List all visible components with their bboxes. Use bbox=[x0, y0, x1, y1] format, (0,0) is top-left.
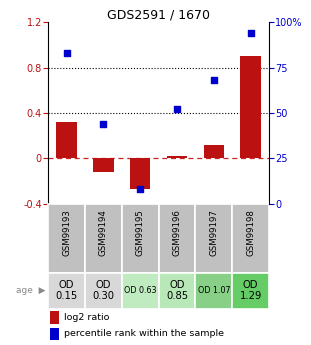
Text: OD 0.63: OD 0.63 bbox=[124, 286, 156, 295]
Bar bbox=[195, 204, 232, 273]
Point bbox=[138, 186, 143, 192]
Point bbox=[174, 107, 179, 112]
Point bbox=[64, 50, 69, 56]
Text: GSM99194: GSM99194 bbox=[99, 209, 108, 256]
Text: log2 ratio: log2 ratio bbox=[64, 313, 109, 322]
Point bbox=[101, 121, 106, 127]
Text: GSM99193: GSM99193 bbox=[62, 209, 71, 256]
Text: OD
0.30: OD 0.30 bbox=[92, 280, 114, 301]
Bar bbox=[48, 204, 85, 273]
Text: GSM99196: GSM99196 bbox=[173, 209, 182, 256]
Bar bbox=[50, 312, 59, 324]
Bar bbox=[130, 158, 150, 189]
Text: percentile rank within the sample: percentile rank within the sample bbox=[64, 329, 224, 338]
Bar bbox=[204, 145, 224, 158]
Text: OD 1.07: OD 1.07 bbox=[197, 286, 230, 295]
Bar bbox=[85, 204, 122, 273]
Bar bbox=[122, 204, 159, 273]
Title: GDS2591 / 1670: GDS2591 / 1670 bbox=[107, 8, 210, 21]
Point bbox=[248, 30, 253, 36]
Bar bbox=[159, 204, 195, 273]
Text: OD
0.85: OD 0.85 bbox=[166, 280, 188, 301]
Bar bbox=[122, 273, 159, 309]
Bar bbox=[167, 156, 187, 158]
Bar bbox=[240, 56, 261, 158]
Bar bbox=[50, 328, 59, 340]
Point bbox=[211, 78, 216, 83]
Bar bbox=[93, 158, 114, 172]
Bar bbox=[232, 273, 269, 309]
Text: OD
0.15: OD 0.15 bbox=[55, 280, 78, 301]
Bar bbox=[232, 204, 269, 273]
Bar bbox=[159, 273, 195, 309]
Text: GSM99197: GSM99197 bbox=[209, 209, 218, 256]
Bar bbox=[85, 273, 122, 309]
Bar bbox=[48, 273, 85, 309]
Bar bbox=[57, 122, 77, 158]
Text: OD
1.29: OD 1.29 bbox=[239, 280, 262, 301]
Text: age  ▶: age ▶ bbox=[16, 286, 45, 295]
Text: GSM99198: GSM99198 bbox=[246, 209, 255, 256]
Bar bbox=[195, 273, 232, 309]
Text: GSM99195: GSM99195 bbox=[136, 209, 145, 256]
